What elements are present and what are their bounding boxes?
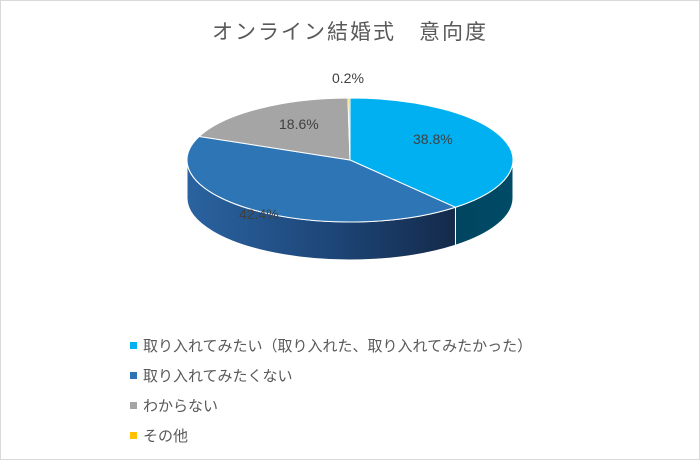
chart-title: オンライン結婚式 意向度	[212, 20, 488, 44]
legend-swatch	[130, 401, 137, 409]
legend-swatch	[130, 431, 137, 439]
legend-swatch	[130, 341, 137, 349]
legend-item-unknown[interactable]: わからない	[130, 390, 532, 420]
slice-not-want[interactable]	[186, 135, 457, 223]
data-label-not-want: 42.4%	[239, 206, 279, 222]
pie-slices	[186, 97, 514, 261]
legend-label: 取り入れてみたい（取り入れた、取り入れてみたかった）	[143, 336, 533, 355]
legend-item-want[interactable]: 取り入れてみたい（取り入れた、取り入れてみたかった）	[130, 330, 532, 360]
slice-want[interactable]	[349, 97, 514, 208]
legend-swatch	[130, 371, 137, 379]
slice-unknown[interactable]	[198, 97, 351, 161]
legend-label: その他	[143, 426, 189, 445]
data-label-other: 0.2%	[332, 70, 364, 86]
legend-label: 取り入れてみたくない	[143, 366, 293, 385]
slice-other[interactable]	[347, 97, 351, 161]
legend-item-not-want[interactable]: 取り入れてみたくない	[130, 360, 532, 390]
data-label-unknown: 18.6%	[279, 116, 319, 132]
legend-item-other[interactable]: その他	[130, 420, 532, 450]
legend: 取り入れてみたい（取り入れた、取り入れてみたかった） 取り入れてみたくない わか…	[130, 330, 532, 450]
legend-label: わからない	[143, 396, 219, 415]
data-label-want: 38.8%	[413, 131, 453, 147]
